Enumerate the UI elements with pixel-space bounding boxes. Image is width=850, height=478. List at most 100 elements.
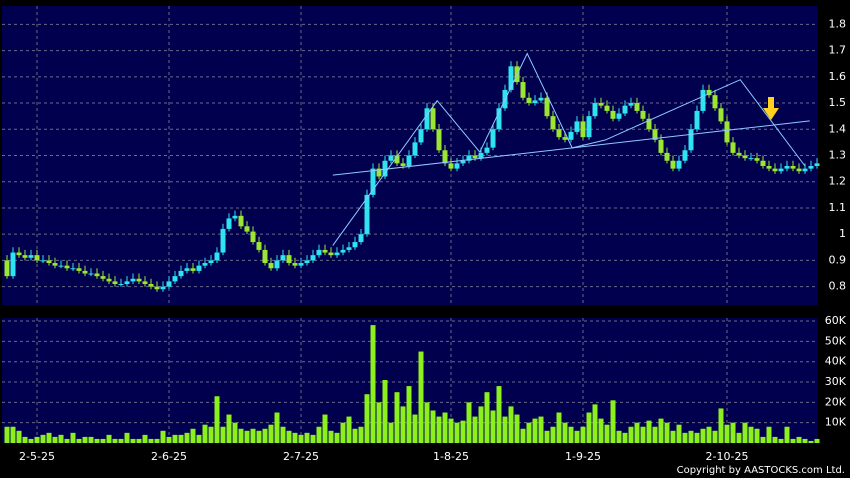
candle-body bbox=[358, 234, 364, 243]
copyright: Copyright by AASTOCKS.com Ltd. bbox=[677, 465, 845, 476]
volume-bar bbox=[406, 386, 412, 443]
volume-bar bbox=[28, 438, 34, 443]
y-tick-label: 1.1 bbox=[829, 201, 847, 214]
volume-bar bbox=[802, 438, 808, 443]
volume-bar bbox=[130, 438, 136, 443]
volume-bar bbox=[376, 402, 382, 443]
candle-body bbox=[238, 215, 244, 227]
candle-body bbox=[46, 260, 52, 264]
volume-bar bbox=[508, 406, 514, 443]
volume-bar bbox=[484, 392, 490, 443]
volume-bar bbox=[742, 422, 748, 443]
volume-bar bbox=[580, 426, 586, 443]
y-tick-label: 20K bbox=[825, 395, 847, 408]
candle-body bbox=[382, 160, 388, 177]
candle-body bbox=[274, 260, 280, 269]
candle-body bbox=[718, 108, 724, 122]
volume-bar bbox=[364, 394, 370, 443]
candle-body bbox=[190, 268, 196, 271]
volume-bar bbox=[502, 416, 508, 443]
candle-body bbox=[304, 260, 310, 264]
x-tick-label: 1-8-25 bbox=[433, 450, 469, 463]
y-tick-label: 60K bbox=[825, 314, 847, 327]
candle-body bbox=[40, 260, 46, 262]
candle-body bbox=[586, 116, 592, 138]
volume-bar bbox=[394, 392, 400, 443]
candle-body bbox=[178, 270, 184, 277]
y-tick-label: 50K bbox=[825, 334, 847, 347]
volume-bar bbox=[616, 430, 622, 443]
trend-line bbox=[332, 52, 806, 246]
volume-bar bbox=[346, 416, 352, 443]
candle-body bbox=[580, 121, 586, 138]
candle-body bbox=[196, 265, 202, 271]
volume-bar bbox=[58, 434, 64, 443]
volume-bar bbox=[190, 428, 196, 443]
volume-bar bbox=[136, 438, 142, 443]
volume-bar bbox=[82, 436, 88, 443]
candle-body bbox=[400, 163, 406, 166]
candle-body bbox=[700, 89, 706, 111]
volume-bar bbox=[652, 426, 658, 443]
volume-bar bbox=[322, 414, 328, 443]
y-tick-label: 1.2 bbox=[829, 175, 847, 188]
y-tick-label: 1.8 bbox=[829, 17, 847, 30]
volume-bar bbox=[544, 430, 550, 443]
volume-bar bbox=[382, 379, 388, 443]
candle-body bbox=[664, 152, 670, 161]
volume-bar bbox=[634, 422, 640, 443]
volume-bar bbox=[334, 432, 340, 443]
volume-bar bbox=[250, 428, 256, 443]
candle-body bbox=[322, 249, 328, 253]
volume-bar bbox=[472, 416, 478, 443]
volume-bar bbox=[76, 438, 82, 443]
candle-body bbox=[724, 121, 730, 143]
candle-body bbox=[256, 242, 262, 250]
volume-bar bbox=[256, 430, 262, 443]
volume-bar bbox=[538, 416, 544, 443]
price-layer: 0.8 0.9 1 1.1 1.2 1.3 1.4 1.5 1.6 1.7 1.8 bbox=[2, 6, 846, 305]
volume-bar bbox=[352, 428, 358, 443]
volume-bar bbox=[148, 438, 154, 443]
candle-body bbox=[250, 231, 256, 243]
volume-bar bbox=[706, 426, 712, 443]
volume-bar bbox=[568, 426, 574, 443]
candle-body bbox=[268, 263, 274, 269]
candle-body bbox=[148, 284, 154, 287]
volume-bar bbox=[118, 438, 124, 443]
candle-body bbox=[112, 281, 118, 285]
candle-body bbox=[802, 168, 808, 172]
y-tick-label: 10K bbox=[825, 416, 847, 429]
candle-body bbox=[118, 284, 124, 286]
candle-body bbox=[88, 273, 94, 275]
candle-body bbox=[388, 155, 394, 161]
candle-body bbox=[472, 155, 478, 159]
candle-body bbox=[22, 255, 28, 258]
volume-bar bbox=[442, 412, 448, 443]
signal-arrow bbox=[763, 97, 779, 120]
volume-bar bbox=[106, 434, 112, 443]
volume-bar bbox=[688, 430, 694, 443]
volume-bar bbox=[436, 416, 442, 443]
volume-bar bbox=[64, 438, 70, 443]
candle-body bbox=[490, 129, 496, 148]
volume-bar bbox=[286, 430, 292, 443]
candle-body bbox=[52, 263, 58, 266]
candle-body bbox=[646, 118, 652, 130]
candle-body bbox=[334, 252, 340, 256]
candle-body bbox=[784, 165, 790, 169]
volume-bar bbox=[226, 414, 232, 443]
volume-bar bbox=[814, 438, 820, 443]
x-tick-label: 2-5-25 bbox=[19, 450, 55, 463]
volume-bar bbox=[736, 432, 742, 443]
candle-body bbox=[442, 150, 448, 164]
candle-body bbox=[454, 163, 460, 169]
candle-body bbox=[532, 100, 538, 104]
candle-body bbox=[154, 286, 160, 290]
volume-bar bbox=[694, 432, 700, 443]
volume-bar bbox=[550, 426, 556, 443]
volume-bar bbox=[202, 424, 208, 443]
candle-body bbox=[58, 265, 64, 267]
y-tick-label: 0.8 bbox=[829, 280, 847, 293]
candle-body bbox=[712, 95, 718, 109]
